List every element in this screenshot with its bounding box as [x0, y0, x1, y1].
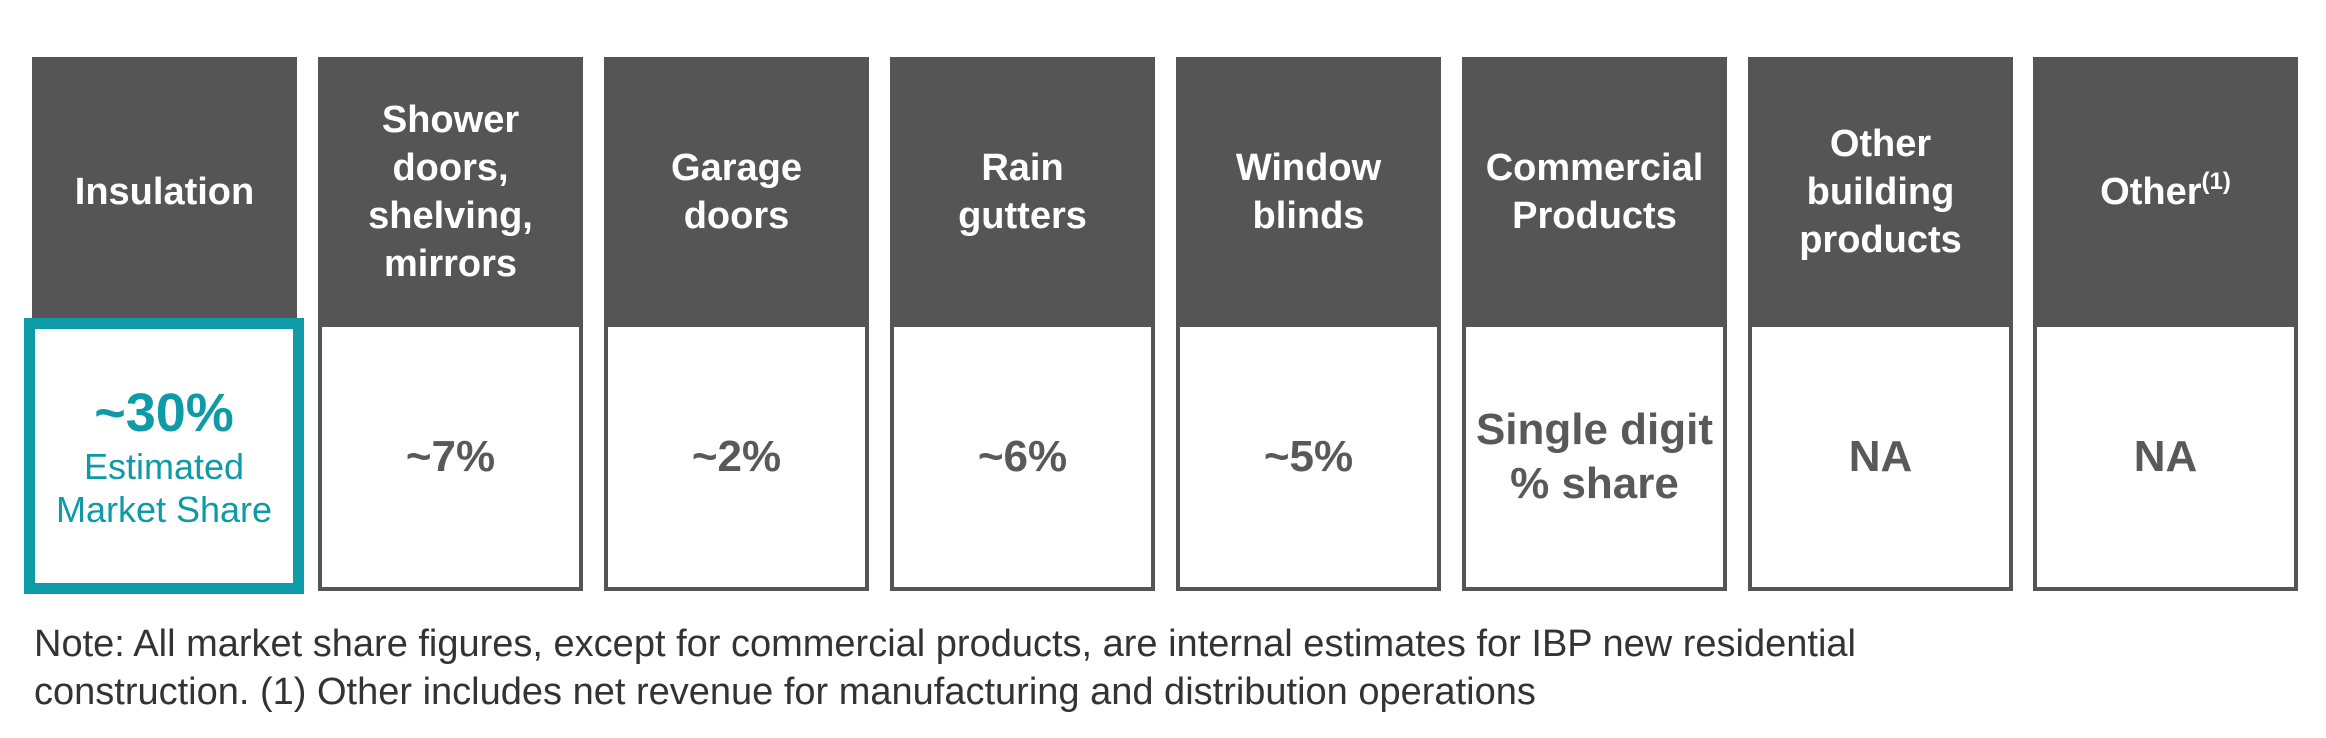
column-header: Commercial Products [1462, 57, 1727, 327]
market-share-value: NA [1848, 432, 1913, 481]
market-share-value: ~5% [1263, 432, 1354, 481]
value-cell: ~7% [318, 327, 583, 591]
column-header-label: Commercial Products [1485, 147, 1704, 237]
value-cell: ~5% [1176, 327, 1441, 591]
footnote-line-2: construction. (1) Other includes net rev… [34, 671, 1536, 713]
column-header-label: Insulation [74, 171, 255, 213]
footnote-marker: (1) [2201, 168, 2231, 195]
value-cell: Single digit % share [1462, 327, 1727, 591]
column-header-label: Garage doors [671, 147, 802, 237]
market-share-value: NA [2133, 432, 2198, 481]
column-header-text: Other [2100, 171, 2202, 213]
market-share-table: Insulation Shower doors, shelving, mirro… [24, 57, 2298, 594]
insulation-share-label: Estimated Market Share [55, 446, 273, 530]
highlighted-insulation-share: ~30% Estimated Market Share [24, 318, 304, 594]
column-header: Insulation [32, 57, 297, 327]
column-header-label: Rain gutters [958, 147, 1087, 237]
column-header: Shower doors, shelving, mirrors [318, 57, 583, 327]
value-cell: NA [2033, 327, 2298, 591]
column-header: Other building products [1748, 57, 2013, 327]
value-cell: NA [1748, 327, 2013, 591]
value-cell: ~2% [604, 327, 869, 591]
market-share-value: Single digit % share [1475, 405, 1714, 508]
column-header-label: Window blinds [1235, 147, 1382, 237]
market-share-value: ~6% [977, 432, 1068, 481]
column-header: Window blinds [1176, 57, 1441, 327]
column-header: Rain gutters [890, 57, 1155, 327]
value-cell: ~6% [890, 327, 1155, 591]
market-share-value: ~7% [405, 432, 496, 481]
footnote: Note: All market share figures, except f… [34, 620, 2294, 716]
column-header-label: Other(1) [2100, 168, 2231, 216]
column-header: Other(1) [2033, 57, 2298, 327]
column-header-label: Shower doors, shelving, mirrors [368, 99, 533, 285]
market-share-value: ~2% [691, 432, 782, 481]
column-header: Garage doors [604, 57, 869, 327]
column-header-label: Other building products [1799, 123, 1962, 261]
footnote-line-1: Note: All market share figures, except f… [34, 623, 1856, 665]
insulation-share-value: ~30% [94, 383, 234, 443]
